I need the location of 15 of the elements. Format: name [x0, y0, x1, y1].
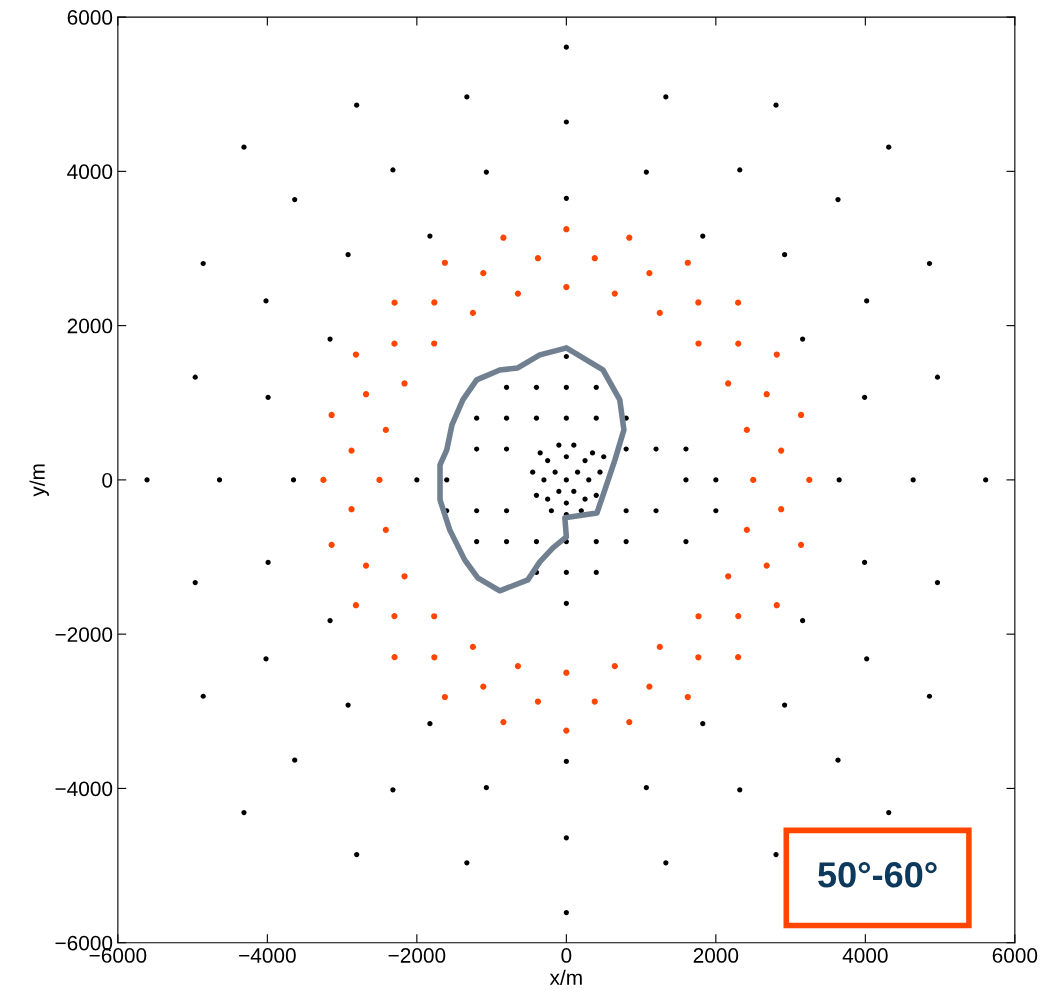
y-tick-label: −2000 — [55, 627, 113, 642]
y-tick-label: 6000 — [67, 10, 113, 25]
y-axis-title: y/m — [29, 464, 49, 497]
annotation: 50°-60° — [818, 862, 937, 888]
y-tick-label: 4000 — [67, 164, 113, 180]
y-tick-label: 2000 — [67, 318, 113, 334]
y-tick-label: 0 — [102, 472, 113, 488]
x-axis-title: x/m — [549, 969, 582, 986]
x-tick-label: 2000 — [693, 948, 739, 963]
x-tick-label: 6000 — [992, 948, 1038, 963]
y-tick-label: −4000 — [55, 781, 113, 797]
x-tick-label: −4000 — [239, 948, 296, 963]
x-tick-label: −2000 — [388, 948, 446, 963]
x-tick-label: 0 — [561, 948, 572, 963]
x-tick-label: 4000 — [842, 948, 888, 963]
